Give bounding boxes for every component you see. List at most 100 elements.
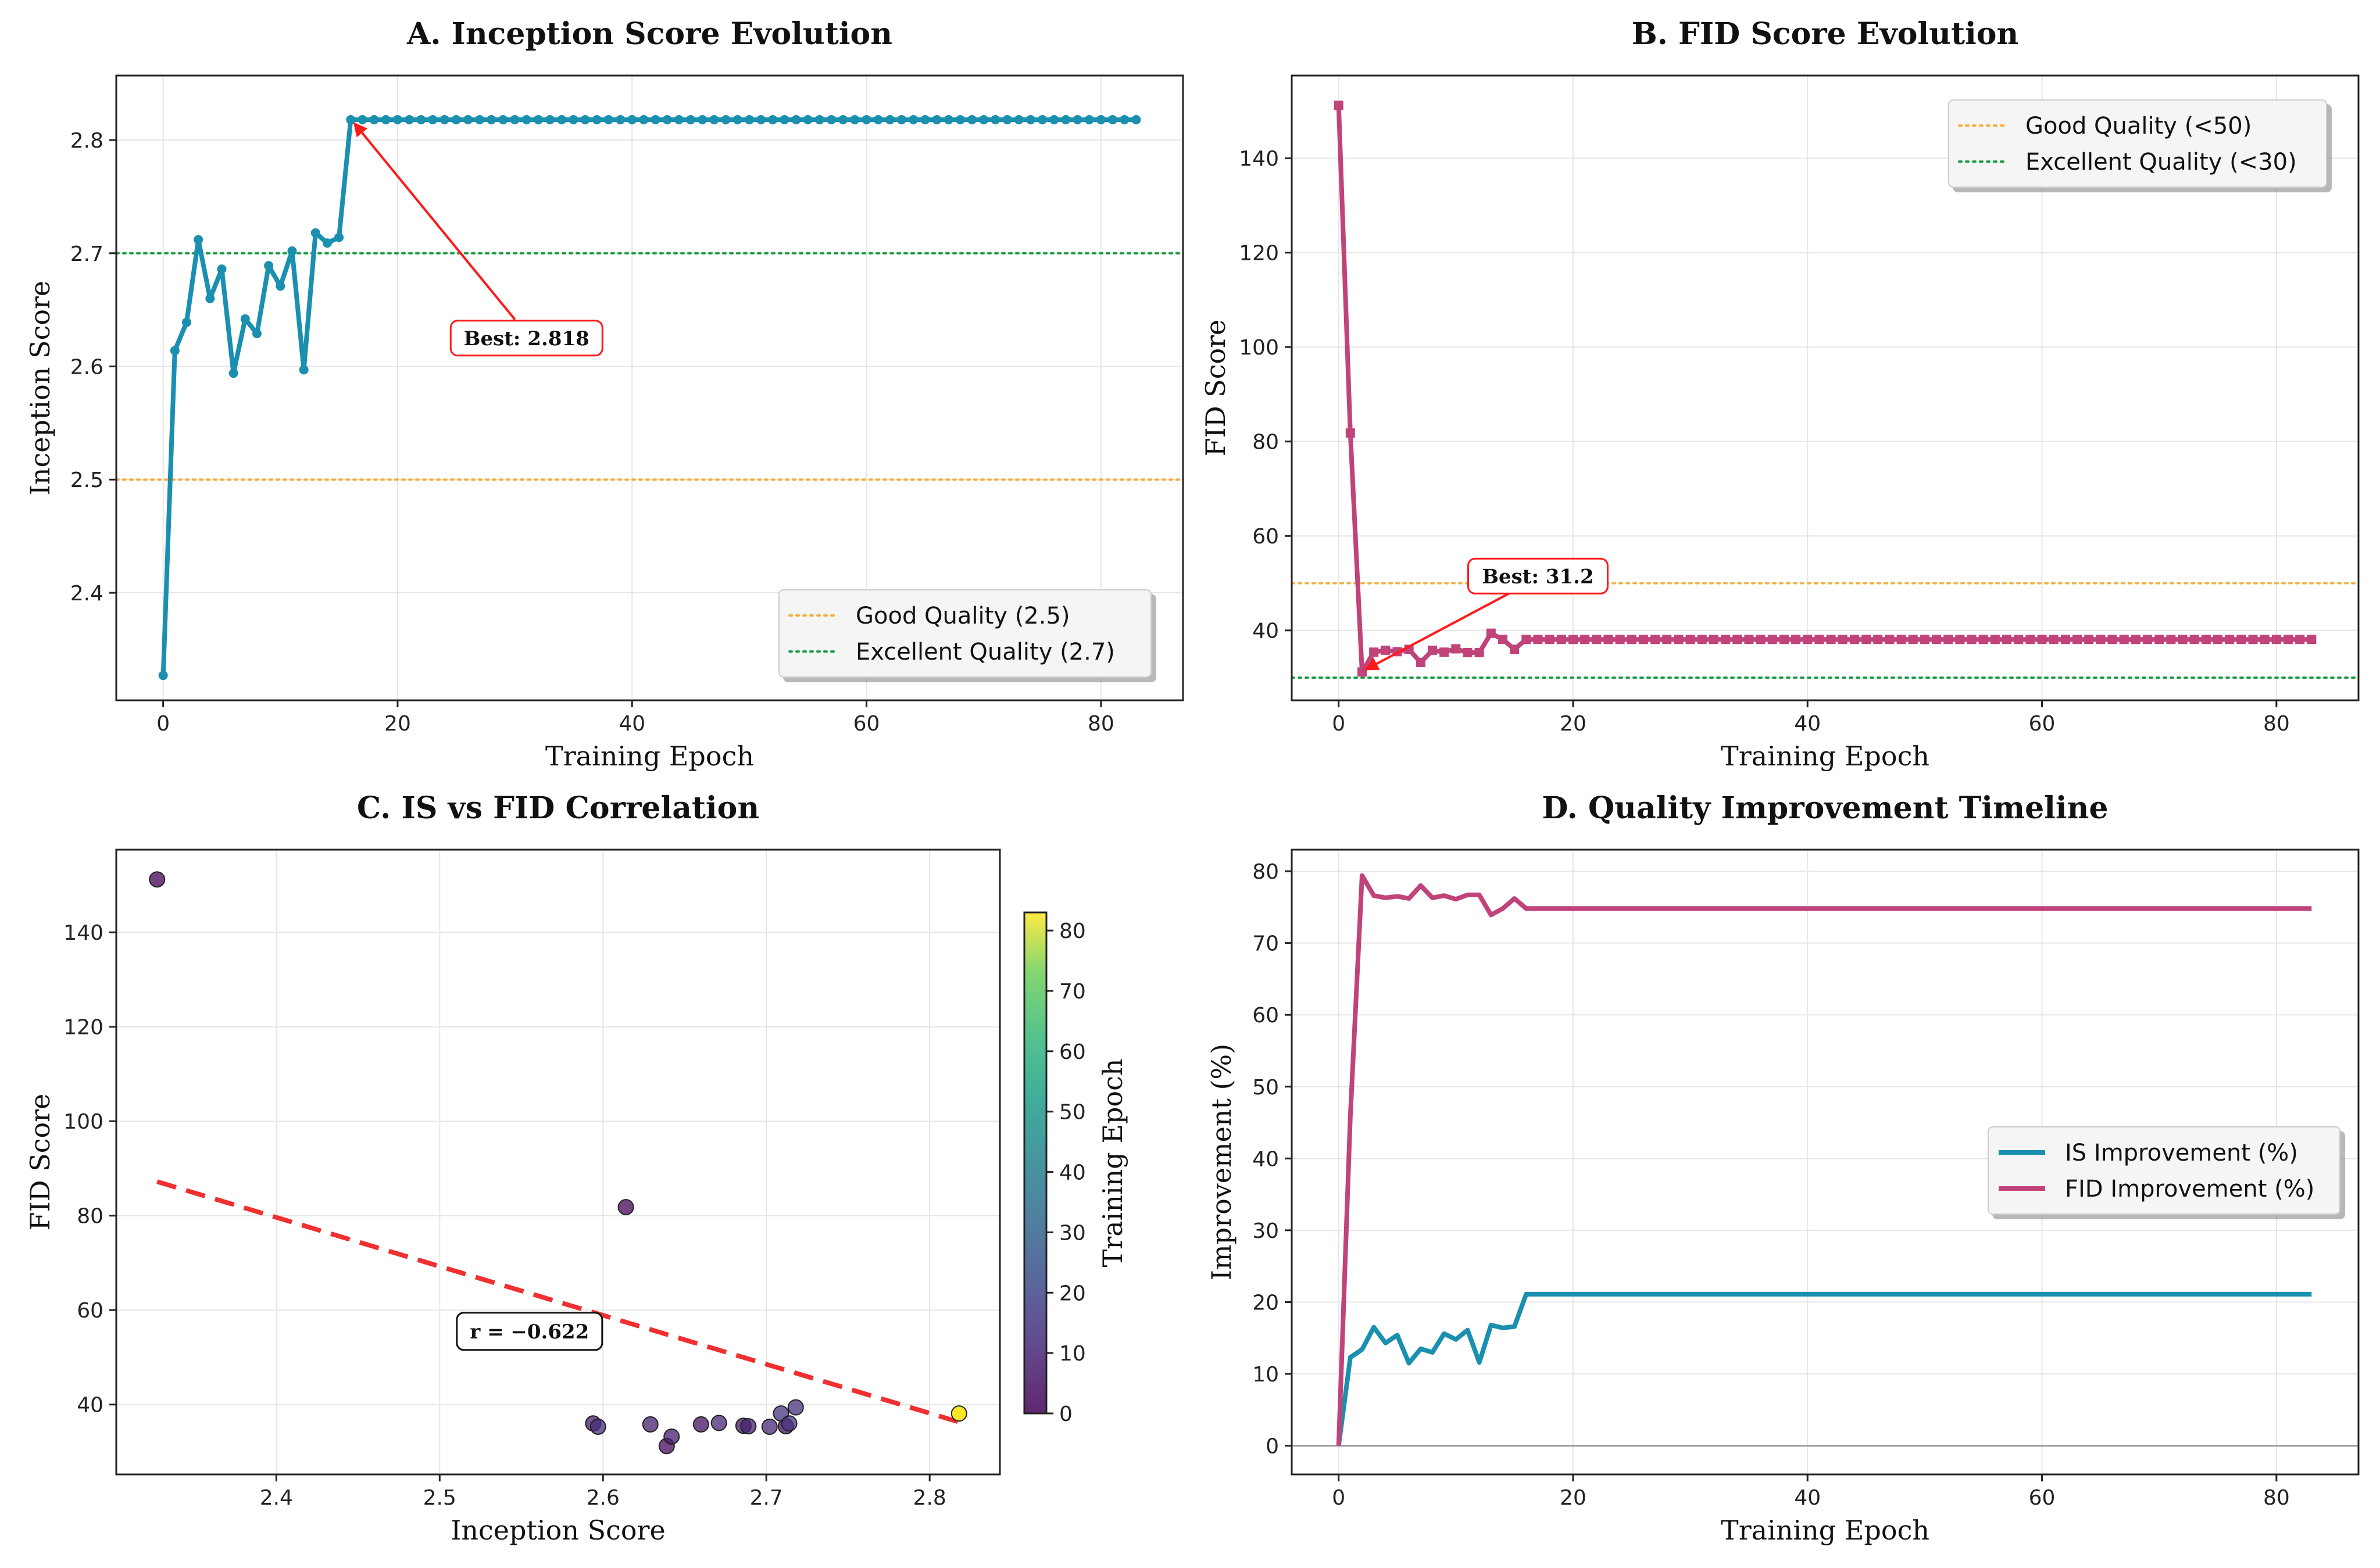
data-point	[627, 114, 637, 124]
x-tick-label: 80	[2263, 712, 2290, 736]
x-tick-label: 40	[1794, 712, 1821, 736]
trend-line	[156, 1179, 960, 1424]
data-point	[580, 114, 590, 124]
data-point	[228, 368, 238, 378]
data-point	[1885, 635, 1895, 645]
chart-title: C. IS vs FID Correlation	[357, 790, 759, 826]
data-point	[1568, 635, 1578, 645]
y-tick-label: 120	[1239, 242, 1279, 266]
data-point	[1849, 635, 1859, 645]
data-point	[2084, 635, 2094, 645]
data-point	[2295, 635, 2305, 645]
data-point	[416, 114, 426, 124]
data-point	[1108, 114, 1118, 124]
annotation-label: Best: 31.2	[1482, 565, 1593, 588]
data-point	[498, 114, 508, 124]
data-point	[1603, 635, 1613, 645]
data-point	[1685, 635, 1695, 645]
data-point	[862, 114, 871, 124]
data-point	[1838, 635, 1847, 645]
x-tick-label: 60	[2029, 1486, 2056, 1510]
y-tick-label: 100	[63, 1110, 103, 1134]
x-tick-label: 2.5	[423, 1486, 456, 1510]
x-tick-label: 60	[853, 712, 880, 736]
data-point	[510, 114, 520, 124]
panel-a: 0 20 40 60 80 2.4 2.5 2.6 2.7 2.8 A. Inception Sco…	[24, 16, 1184, 772]
data-point	[287, 246, 297, 256]
data-point	[1463, 647, 1473, 657]
data-point	[2307, 635, 2317, 645]
x-axis-label: Training Epoch	[1721, 1515, 1929, 1546]
data-point	[299, 365, 309, 375]
scatter-point	[642, 1416, 659, 1433]
data-point	[158, 671, 168, 681]
series-markers	[158, 114, 1141, 681]
legend-label: FID Improvement (%)	[2065, 1176, 2314, 1202]
data-point	[1025, 114, 1035, 124]
chart-title: B. FID Score Evolution	[1632, 16, 2018, 52]
data-point	[1014, 114, 1024, 124]
colorbar-tick-label: 40	[1059, 1161, 1086, 1185]
data-point	[439, 114, 449, 124]
panel-d: 0 20 40 60 80 0 10 20 30 40 50 60 70 80 D. Quality Imp…	[1206, 790, 2360, 1546]
data-point	[756, 114, 766, 124]
y-tick-label: 2.8	[70, 129, 103, 153]
data-point	[2260, 635, 2270, 645]
data-point	[252, 329, 262, 339]
y-tick-label: 60	[1252, 525, 1279, 549]
data-point	[2201, 635, 2211, 645]
data-point	[592, 114, 602, 124]
data-point	[1943, 635, 1953, 645]
plot-frame	[1291, 74, 2360, 701]
x-tick-label: 0	[1332, 712, 1345, 736]
data-point	[1767, 635, 1777, 645]
colorbar: 0 10 20 30 40 50 60 70 80 Training Epoch	[1023, 911, 1128, 1426]
scatter-point	[740, 1418, 757, 1435]
data-point	[1439, 647, 1449, 657]
data-point	[1826, 635, 1836, 645]
data-point	[791, 114, 801, 124]
data-point	[2049, 635, 2059, 645]
annotation-label: Best: 2.818	[464, 327, 589, 350]
series-markers	[1334, 101, 2317, 677]
data-point	[2143, 635, 2153, 645]
y-tick-label: 0	[1266, 1435, 1279, 1459]
correlation-label: r = −0.622	[470, 1320, 589, 1344]
data-point	[369, 114, 379, 124]
y-tick-label: 120	[63, 1016, 103, 1040]
data-point	[2072, 635, 2082, 645]
chart-title: D. Quality Improvement Timeline	[1542, 790, 2108, 826]
data-point	[662, 114, 672, 124]
data-point	[1814, 635, 1824, 645]
data-point	[721, 114, 731, 124]
data-point	[1345, 428, 1355, 438]
data-point	[897, 114, 907, 124]
y-tick-label: 10	[1252, 1363, 1279, 1387]
data-point	[487, 114, 496, 124]
y-tick-label: 40	[1252, 1147, 1279, 1171]
colorbar-tick-label: 80	[1059, 919, 1086, 943]
data-point	[1451, 644, 1461, 654]
y-tick-label: 50	[1252, 1076, 1279, 1100]
series-line	[1336, 873, 2312, 1446]
y-tick-label: 80	[1252, 431, 1279, 454]
data-point	[932, 114, 942, 124]
chart-title: A. Inception Score Evolution	[406, 16, 892, 52]
x-tick-label: 0	[156, 712, 170, 736]
data-point	[1131, 114, 1141, 124]
data-point	[768, 114, 778, 124]
data-point	[334, 232, 344, 242]
data-point	[569, 114, 578, 124]
data-point	[2189, 635, 2199, 645]
data-point	[2178, 635, 2188, 645]
data-point	[475, 114, 485, 124]
data-point	[1791, 635, 1801, 645]
data-point	[1627, 635, 1636, 645]
data-point	[709, 114, 719, 124]
x-tick-label: 2.7	[750, 1486, 783, 1510]
y-tick-label: 2.5	[70, 468, 103, 492]
data-point	[1073, 114, 1082, 124]
data-point	[1732, 635, 1742, 645]
data-point	[991, 114, 1000, 124]
